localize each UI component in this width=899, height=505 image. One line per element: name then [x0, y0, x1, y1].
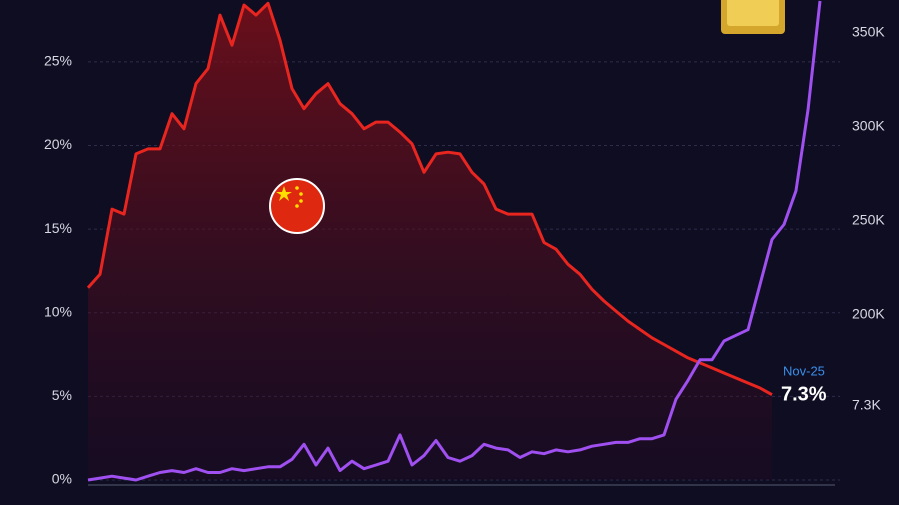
annotation-right: 7.3K — [852, 397, 881, 413]
y2-tick-label: 350K — [852, 24, 885, 40]
y-tick-label: 15% — [44, 220, 72, 236]
area — [88, 3, 772, 481]
annotation-value: 7.3% — [781, 383, 827, 405]
y2-tick-label: 300K — [852, 118, 885, 134]
line — [87, 0, 822, 482]
plot — [86, 0, 822, 482]
y-tick-label: 5% — [52, 387, 72, 403]
line — [86, 1, 773, 397]
gold-bar-icon — [721, 0, 785, 34]
annotation-date: Nov-25 — [783, 363, 825, 378]
y-tick-label: 0% — [52, 471, 72, 487]
y2-tick-label: 200K — [852, 305, 885, 321]
y-tick-label: 10% — [44, 303, 72, 319]
china-flag-icon — [269, 178, 325, 234]
y-tick-label: 25% — [44, 53, 72, 69]
y-tick-label: 20% — [44, 136, 72, 152]
y2-tick-label: 250K — [852, 211, 885, 227]
